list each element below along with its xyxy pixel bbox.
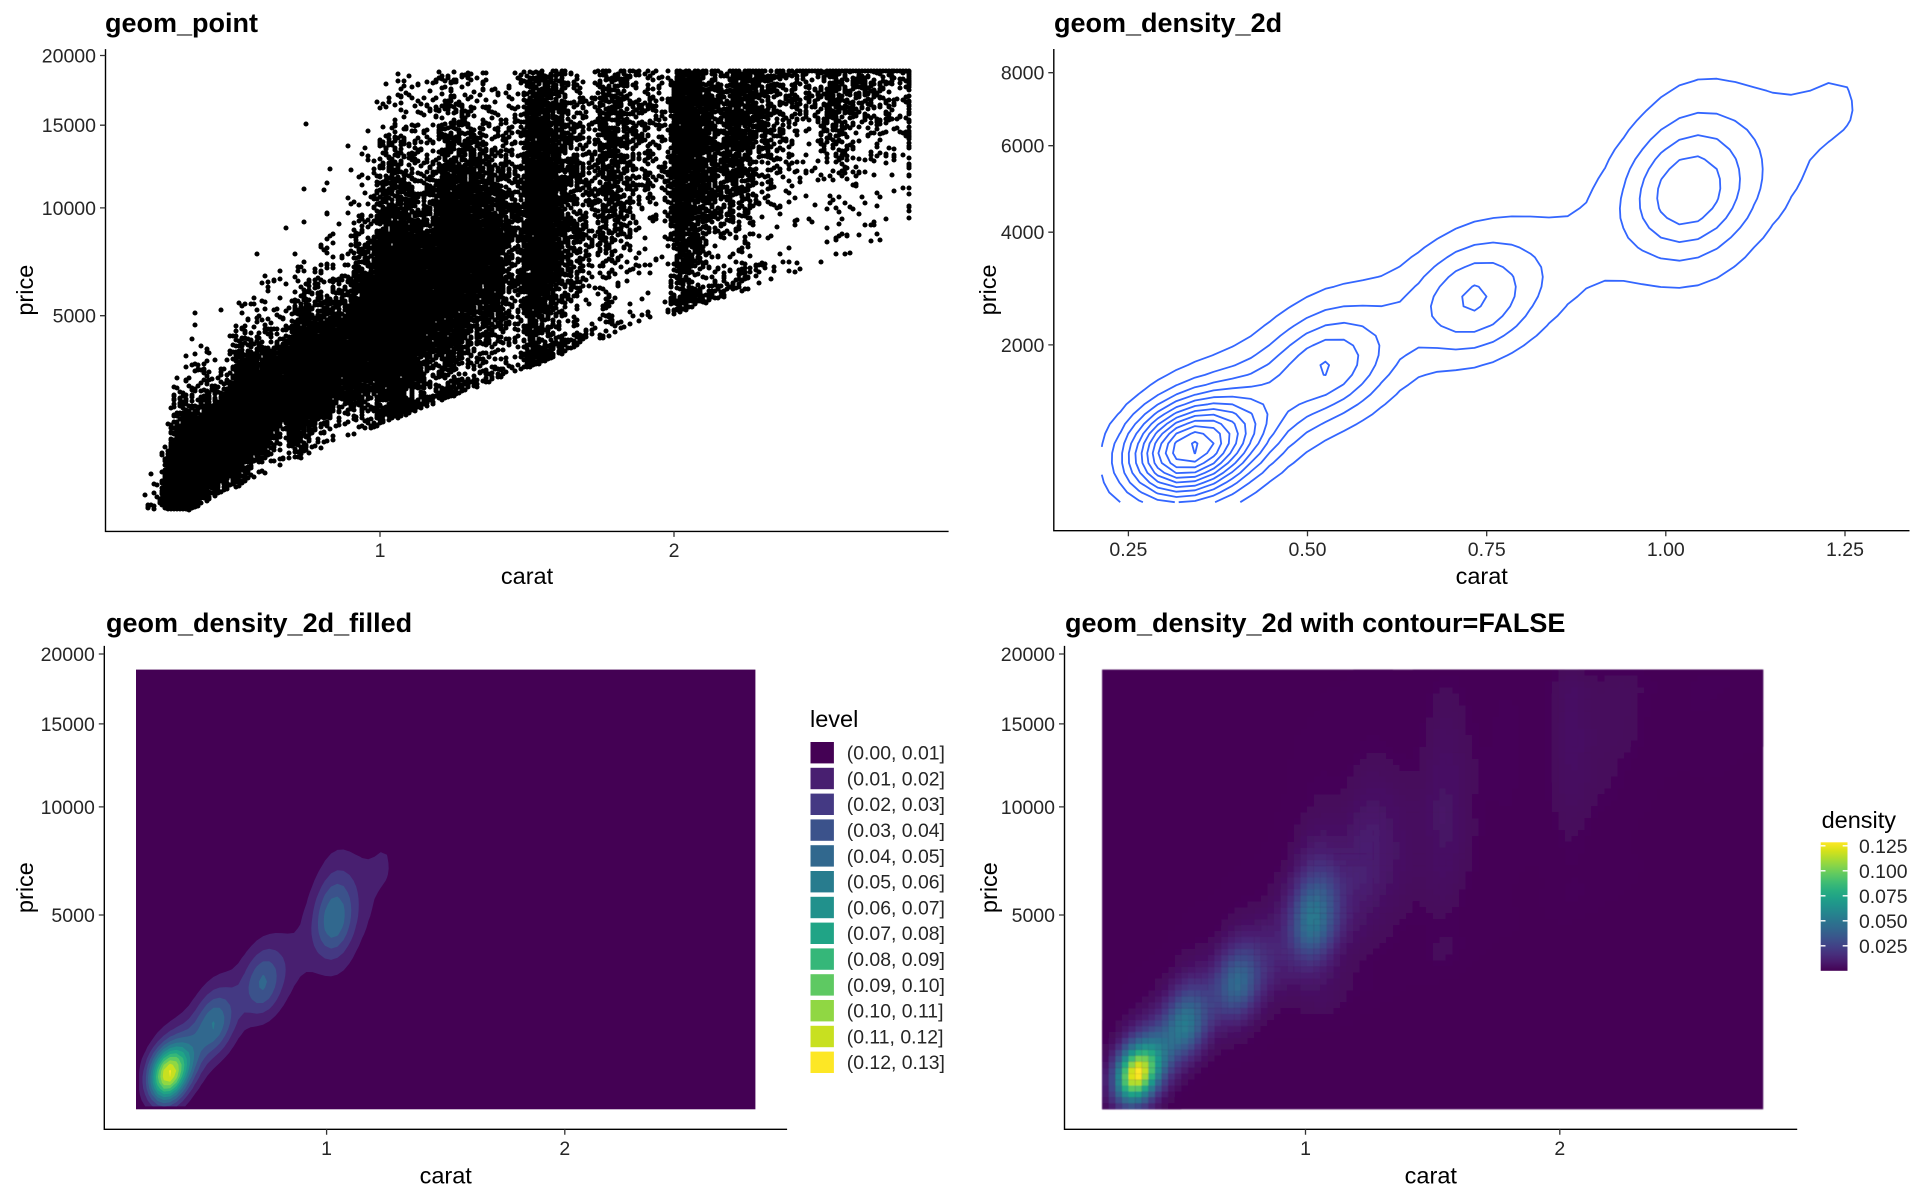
svg-text:(0.03, 0.04]: (0.03, 0.04] <box>847 820 945 842</box>
svg-text:carat: carat <box>501 563 554 589</box>
svg-text:0.50: 0.50 <box>1289 539 1327 561</box>
svg-text:geom_density_2d with contour=F: geom_density_2d with contour=FALSE <box>1065 608 1565 638</box>
svg-text:level: level <box>810 706 858 732</box>
svg-text:(0.08, 0.09]: (0.08, 0.09] <box>847 949 945 971</box>
svg-text:20000: 20000 <box>41 644 95 666</box>
svg-text:price: price <box>976 862 1002 913</box>
svg-text:2000: 2000 <box>1001 335 1045 357</box>
svg-text:1.25: 1.25 <box>1826 539 1864 561</box>
svg-text:(0.11, 0.12]: (0.11, 0.12] <box>847 1026 944 1048</box>
svg-text:(0.02, 0.03]: (0.02, 0.03] <box>847 794 945 816</box>
svg-text:5000: 5000 <box>53 306 97 328</box>
svg-text:15000: 15000 <box>1001 714 1055 736</box>
svg-text:20000: 20000 <box>42 46 96 68</box>
svg-text:(0.10, 0.11]: (0.10, 0.11] <box>847 1001 944 1023</box>
svg-text:10000: 10000 <box>1001 797 1055 819</box>
svg-text:geom_point: geom_point <box>105 8 258 38</box>
svg-text:(0.04, 0.05]: (0.04, 0.05] <box>847 846 945 868</box>
svg-text:carat: carat <box>1456 563 1509 589</box>
svg-text:(0.05, 0.06]: (0.05, 0.06] <box>847 872 945 894</box>
svg-text:15000: 15000 <box>41 714 95 736</box>
svg-text:0.100: 0.100 <box>1859 861 1908 883</box>
svg-text:0.75: 0.75 <box>1468 539 1506 561</box>
svg-text:20000: 20000 <box>1001 644 1055 666</box>
svg-text:price: price <box>12 862 38 913</box>
svg-text:10000: 10000 <box>41 797 95 819</box>
svg-text:4000: 4000 <box>1001 222 1045 244</box>
svg-text:(0.00, 0.01]: (0.00, 0.01] <box>847 743 945 765</box>
svg-text:1: 1 <box>1300 1138 1311 1160</box>
svg-text:price: price <box>975 264 1001 315</box>
svg-text:0.075: 0.075 <box>1859 886 1908 908</box>
svg-text:0.25: 0.25 <box>1109 539 1147 561</box>
svg-text:(0.12, 0.13]: (0.12, 0.13] <box>847 1052 945 1074</box>
svg-text:5000: 5000 <box>1012 905 1056 927</box>
svg-text:carat: carat <box>420 1162 473 1188</box>
svg-text:2: 2 <box>559 1138 570 1160</box>
svg-text:5000: 5000 <box>51 905 95 927</box>
svg-text:1.00: 1.00 <box>1647 539 1685 561</box>
svg-text:2: 2 <box>1554 1138 1565 1160</box>
svg-text:1: 1 <box>375 540 386 562</box>
svg-text:(0.07, 0.08]: (0.07, 0.08] <box>847 923 945 945</box>
svg-text:carat: carat <box>1405 1162 1458 1188</box>
svg-text:(0.09, 0.10]: (0.09, 0.10] <box>847 975 945 997</box>
svg-text:geom_density_2d_filled: geom_density_2d_filled <box>106 608 412 638</box>
svg-text:0.050: 0.050 <box>1859 911 1908 933</box>
svg-text:2: 2 <box>669 540 680 562</box>
svg-text:geom_density_2d: geom_density_2d <box>1054 8 1282 38</box>
svg-text:density: density <box>1822 807 1897 833</box>
svg-text:8000: 8000 <box>1001 63 1045 85</box>
svg-text:0.025: 0.025 <box>1859 936 1908 958</box>
svg-text:6000: 6000 <box>1001 136 1045 158</box>
svg-text:1: 1 <box>321 1138 332 1160</box>
svg-text:15000: 15000 <box>42 115 96 137</box>
svg-text:price: price <box>12 265 38 316</box>
svg-text:0.125: 0.125 <box>1859 836 1908 858</box>
svg-text:(0.01, 0.02]: (0.01, 0.02] <box>847 768 945 790</box>
svg-text:10000: 10000 <box>42 198 96 220</box>
svg-text:(0.06, 0.07]: (0.06, 0.07] <box>847 897 945 919</box>
